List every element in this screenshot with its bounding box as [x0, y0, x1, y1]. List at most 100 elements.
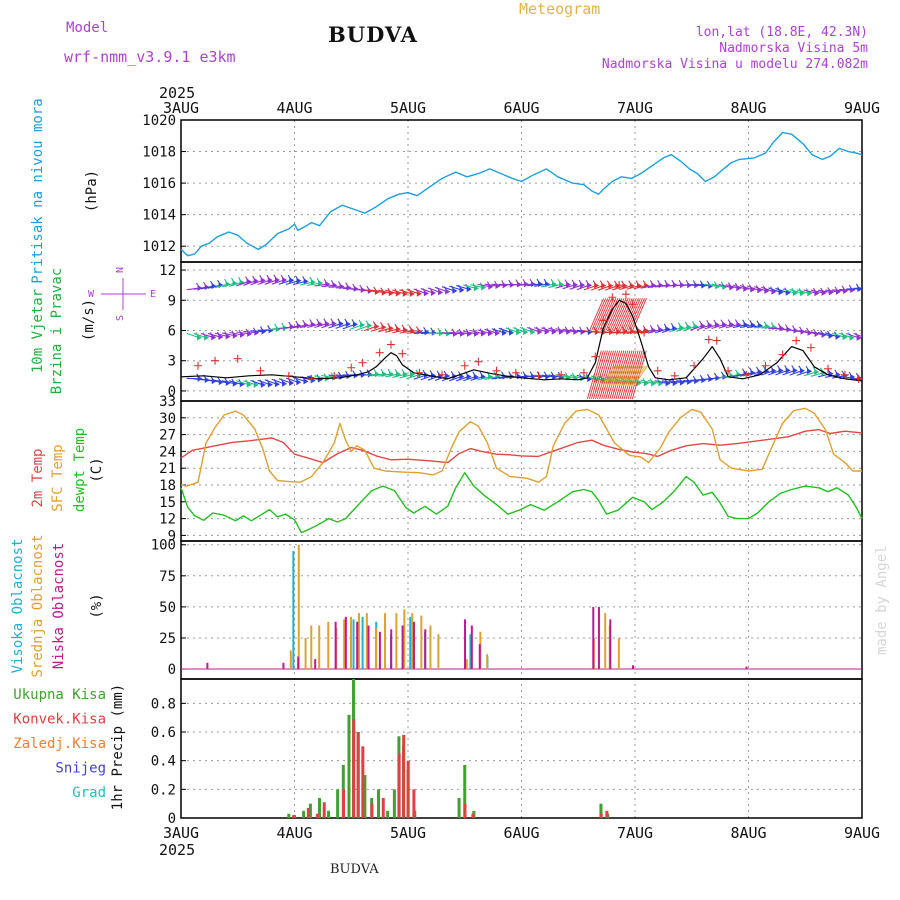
wind-barb-shaft [789, 288, 803, 294]
wind-barb-shaft [484, 283, 498, 287]
x-tick-label-top: 9AUG [844, 99, 880, 117]
temp-2m-line [180, 428, 863, 464]
wind-barb-arrowhead [559, 281, 565, 288]
wind-barb-arrowhead [403, 326, 409, 333]
wind-barb-arrowhead [430, 289, 436, 296]
wind-barb-arrowhead [416, 290, 422, 297]
wind-barb-shaft [463, 376, 476, 382]
wind-barb-shaft [732, 284, 746, 290]
wind-barb-shaft [236, 380, 249, 386]
wind-barb-shaft [704, 324, 718, 330]
cloud-mid-bar [486, 654, 489, 670]
wind-barb-arrowhead [807, 368, 813, 375]
temp-axis-label-dewpt: dewpt Temp [72, 428, 88, 512]
wind-barb-shaft [832, 289, 846, 292]
wind-barb-arrowhead [275, 326, 281, 333]
wind-barb-arrowhead [622, 282, 628, 289]
wind-barb-shaft [250, 380, 263, 386]
wind-barb-shaft [477, 376, 491, 381]
precip-convective-bar [361, 746, 365, 818]
wind-barb-shaft [491, 283, 505, 286]
x-tick-label-bottom: 5AUG [390, 824, 426, 842]
cloud-high-bar [469, 634, 472, 670]
cloud-mid-bar [310, 625, 313, 670]
wind-barb-arrowhead [651, 282, 657, 289]
clouds-y-tick-label: 25 [159, 631, 176, 647]
wind-hatch-line [618, 365, 634, 387]
wind-barb-arrowhead [551, 328, 557, 335]
wind-barb-arrowhead [573, 328, 579, 335]
wind-barb-shaft [285, 325, 299, 329]
wind-barb-shaft [442, 332, 456, 335]
wind-barb-shaft [739, 284, 753, 291]
wind-barb-arrowhead [864, 335, 869, 341]
wind-barb-shaft [569, 284, 583, 290]
wind-barb-shaft [328, 323, 342, 329]
wind-barb-shaft [612, 285, 625, 291]
precip-convective-bar [599, 813, 603, 818]
cloud-mid-bar [420, 615, 423, 670]
precip-convective-bar [402, 734, 406, 818]
precip-total-bar [336, 789, 340, 818]
cloud-low-bar [297, 656, 300, 670]
wind-barb-arrowhead [296, 379, 302, 386]
cloud-axis-label-high: Visoka Oblacnost [10, 539, 26, 674]
wind-barb-shaft [456, 376, 469, 382]
wind-y-tick-label: 9 [168, 293, 176, 309]
wind-barb-shaft [207, 379, 221, 383]
precip-convective-bar [381, 797, 385, 818]
wind-gust-marker [511, 368, 520, 377]
wind-barb-shaft [392, 289, 405, 295]
wind-barb-shaft [420, 287, 434, 294]
wind-gust-marker [438, 370, 447, 379]
wind-barb-arrowhead [835, 371, 841, 378]
wind-barb-shaft [314, 283, 328, 287]
wind-hatch-line [621, 365, 636, 387]
wind-barb-arrowhead [686, 323, 692, 330]
wind-barb-arrowhead [707, 322, 713, 329]
wind-barb-arrowhead [608, 282, 614, 289]
wind-barb-shaft [619, 331, 633, 334]
wind-barb-arrowhead [253, 381, 259, 388]
wind-barb-arrowhead [509, 329, 515, 336]
wind-hatch-line [593, 298, 609, 331]
cloud-low-bar [378, 631, 381, 670]
wind-barb-shaft [378, 289, 391, 294]
wind-barb-shaft [576, 284, 590, 291]
wind-barb-shaft [676, 380, 690, 383]
wind-barb-shaft [683, 379, 697, 382]
wind-hatch-line [603, 298, 619, 331]
wind-barb-shaft [810, 372, 824, 377]
precip-y-tick-label: 0.6 [151, 725, 176, 741]
clouds-y-tick-label: 50 [159, 600, 176, 616]
wind-barb-shaft [534, 283, 548, 287]
wind-barb-arrowhead [636, 380, 642, 387]
wind-barb-arrowhead [246, 381, 252, 388]
wind-barb-arrowhead [246, 278, 252, 285]
wind-gust-marker [628, 300, 637, 309]
wind-barb-shaft [661, 327, 675, 334]
wind-barb-arrowhead [679, 324, 685, 331]
wind-barb-shaft [257, 379, 271, 386]
wind-barb-arrowhead [587, 282, 593, 289]
wind-barb-shaft [406, 374, 420, 380]
wind-gust-marker [742, 370, 751, 379]
wind-barb-arrowhead [545, 373, 551, 380]
wind-barb-arrowhead [552, 281, 558, 288]
wind-barb-shaft [321, 323, 334, 329]
wind-gust-marker [778, 350, 787, 359]
wind-barb-arrowhead [615, 282, 621, 289]
wind-hatch-line [604, 365, 620, 387]
wind-barb-shaft [441, 286, 455, 292]
wind-barb-shaft [200, 332, 214, 338]
wind-hatch-line [619, 298, 635, 331]
precip-y-tick-label: 0.2 [151, 782, 176, 798]
wind-barb-shaft [463, 330, 477, 335]
wind-barb-shaft [477, 329, 491, 334]
precip-legend-item: Konvek.Kisa [13, 712, 106, 728]
cloud-mid-bar [304, 637, 307, 670]
precip-convective-bar [463, 803, 467, 818]
wind-barb-arrowhead [757, 287, 763, 294]
wind-barb-shaft [839, 288, 853, 291]
wind-gust-marker [670, 371, 679, 380]
